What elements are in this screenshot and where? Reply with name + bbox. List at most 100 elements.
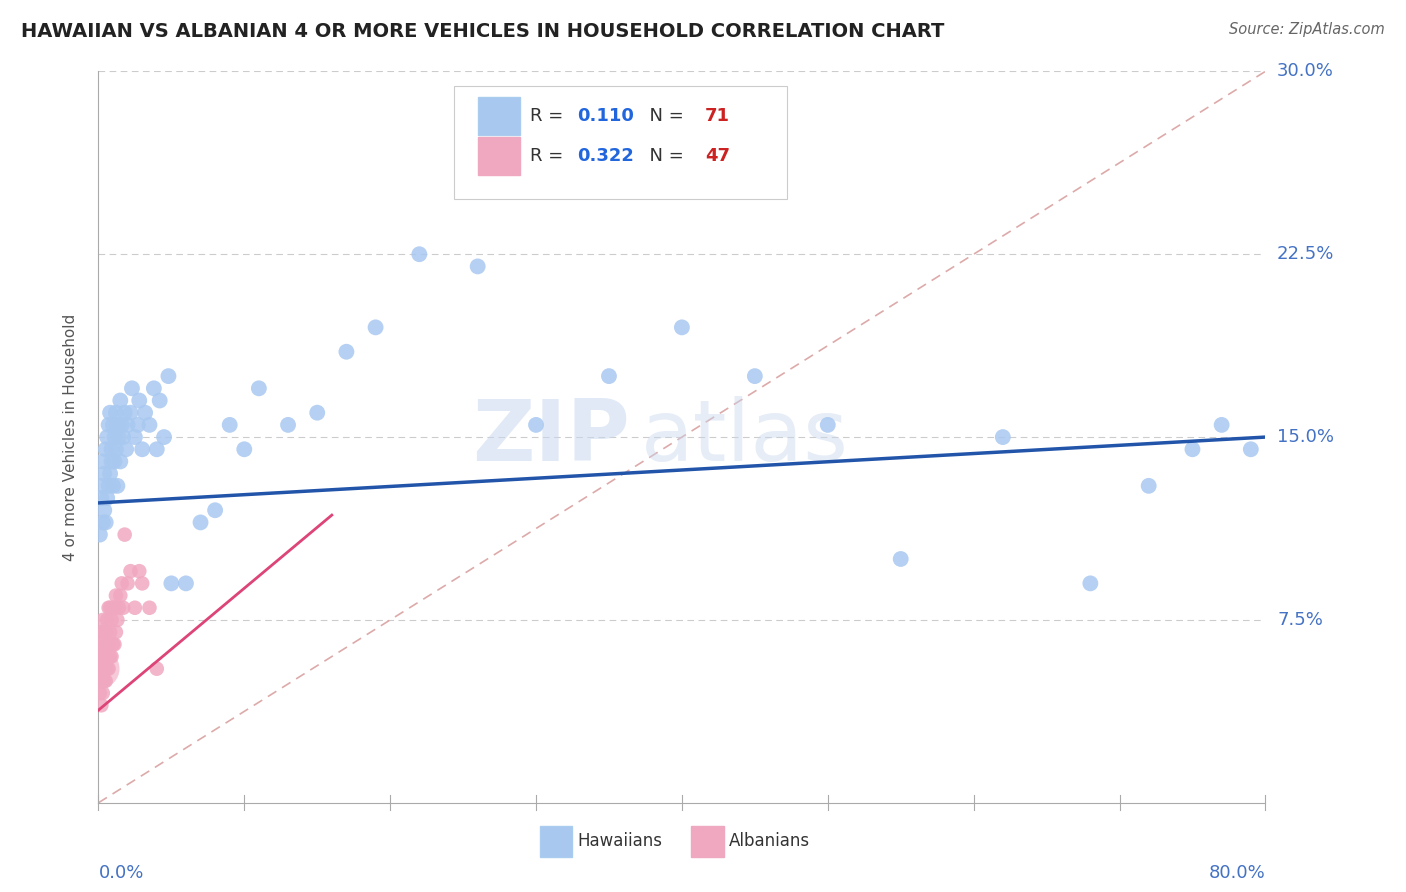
Point (112, 600, 135, 615)
Point (1181, 442, 1204, 457)
Point (89, 686, 111, 700)
Point (94, 516, 117, 530)
Point (131, 576, 153, 591)
Point (1240, 442, 1263, 457)
Text: R =: R = (530, 147, 569, 165)
Point (146, 442, 169, 457)
FancyBboxPatch shape (454, 86, 787, 200)
Point (90, 625, 112, 640)
Point (104, 442, 127, 457)
Point (131, 442, 153, 457)
Point (91, 662, 114, 676)
Point (97, 600, 120, 615)
FancyBboxPatch shape (540, 826, 572, 857)
Point (104, 589, 127, 603)
Text: Albanians: Albanians (728, 832, 810, 850)
Point (96, 637, 118, 651)
Point (91, 686, 114, 700)
Point (96, 613, 118, 627)
FancyBboxPatch shape (692, 826, 724, 857)
Point (364, 320, 387, 334)
Point (105, 613, 128, 627)
Point (524, 417, 547, 432)
Point (97, 662, 120, 676)
Point (90, 698, 112, 713)
Point (90, 479, 112, 493)
Point (817, 417, 839, 432)
Point (108, 600, 131, 615)
Text: 30.0%: 30.0% (1277, 62, 1334, 80)
Text: 71: 71 (706, 107, 730, 125)
Point (233, 442, 256, 457)
Point (103, 454, 125, 468)
Point (174, 576, 197, 591)
Text: 22.5%: 22.5% (1277, 245, 1334, 263)
FancyBboxPatch shape (478, 137, 520, 175)
Point (120, 564, 142, 578)
Text: N =: N = (637, 107, 689, 125)
Point (142, 381, 165, 395)
Point (121, 381, 143, 395)
Point (93, 467, 115, 481)
Point (149, 393, 172, 408)
Point (97, 637, 120, 651)
Point (114, 406, 136, 420)
Point (277, 417, 299, 432)
Point (101, 637, 124, 651)
Point (991, 430, 1014, 444)
Point (307, 406, 329, 420)
Point (91, 613, 114, 627)
Point (120, 406, 142, 420)
Point (190, 516, 212, 530)
Point (94, 442, 117, 457)
Point (890, 552, 912, 566)
Point (105, 479, 128, 493)
Y-axis label: 4 or more Vehicles in Household: 4 or more Vehicles in Household (63, 313, 77, 561)
Point (98, 649, 121, 664)
Point (128, 564, 150, 578)
Point (124, 600, 146, 615)
Point (101, 479, 124, 493)
Point (93, 503, 115, 517)
Point (1137, 479, 1160, 493)
Point (124, 430, 146, 444)
Point (117, 576, 139, 591)
Point (89, 527, 111, 541)
Point (153, 430, 176, 444)
Point (101, 600, 124, 615)
Point (104, 625, 127, 640)
Point (127, 417, 149, 432)
Point (408, 247, 430, 261)
Point (97, 417, 120, 432)
Point (93, 673, 115, 688)
Point (467, 260, 489, 274)
Point (94, 625, 117, 640)
Point (96, 662, 118, 676)
Text: 0.322: 0.322 (576, 147, 634, 165)
Text: Source: ZipAtlas.com: Source: ZipAtlas.com (1229, 22, 1385, 37)
Point (93, 649, 115, 664)
Point (108, 430, 131, 444)
Text: R =: R = (530, 107, 569, 125)
Point (89, 662, 111, 676)
Point (128, 393, 150, 408)
Point (98, 625, 121, 640)
Point (138, 417, 160, 432)
Point (218, 417, 240, 432)
Point (89, 662, 111, 676)
Text: 0.110: 0.110 (576, 107, 634, 125)
Point (160, 576, 183, 591)
Text: Hawaiians: Hawaiians (576, 832, 662, 850)
Point (104, 406, 127, 420)
Point (98, 467, 121, 481)
Text: 80.0%: 80.0% (1209, 863, 1265, 882)
Point (335, 344, 357, 359)
Text: HAWAIIAN VS ALBANIAN 4 OR MORE VEHICLES IN HOUSEHOLD CORRELATION CHART: HAWAIIAN VS ALBANIAN 4 OR MORE VEHICLES … (21, 22, 945, 41)
Point (90, 649, 112, 664)
Point (598, 369, 620, 384)
Point (146, 662, 169, 676)
Point (98, 406, 121, 420)
FancyBboxPatch shape (478, 97, 520, 135)
Point (96, 430, 118, 444)
Point (103, 600, 125, 615)
